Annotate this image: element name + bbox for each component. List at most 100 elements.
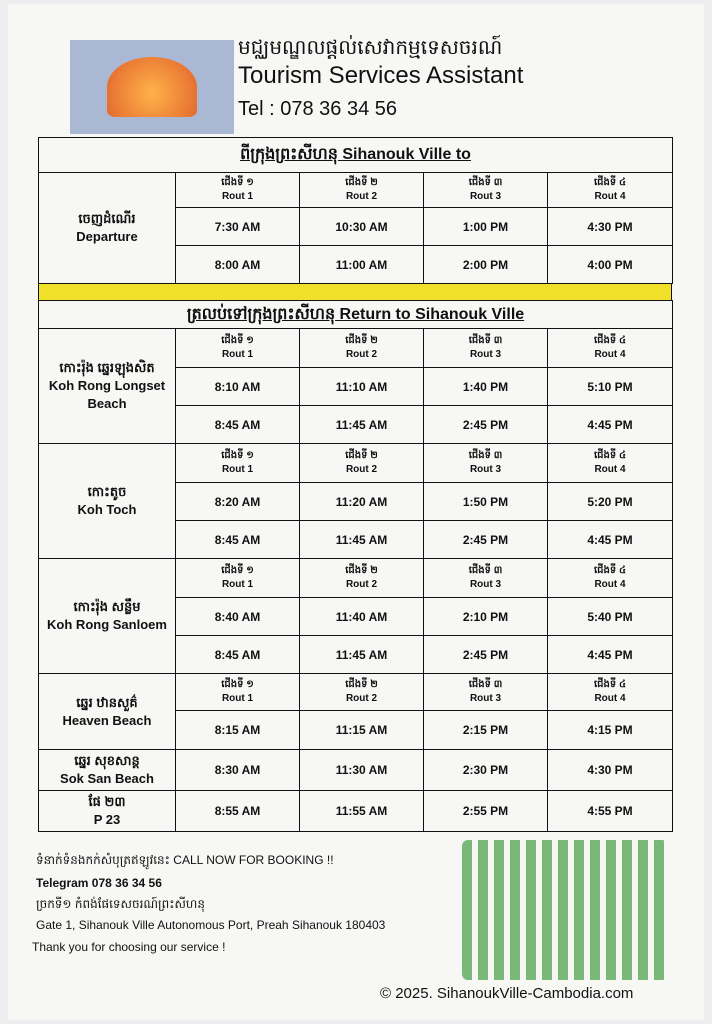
route-khmer: ជើងទី ១ bbox=[221, 177, 254, 188]
route-khmer: ជើងទី ៤ bbox=[593, 335, 627, 346]
table-row: កោះតូច Koh Toch ជើងទី ១ Rout 1 ជើងទី ២ Rout 2… bbox=[38, 443, 673, 559]
route-header: ជើងទី ៤ Rout 4 bbox=[547, 673, 673, 711]
route-label: Rout 1 bbox=[221, 464, 254, 475]
location-name-khmer: ឆ្នេរ សុខសាន្ត bbox=[74, 753, 140, 768]
route-khmer: ជើងទី ១ bbox=[221, 450, 254, 461]
table-row: ឆ្នេរ ឋានសួគ៌ Heaven Beach ជើងទី ១ Rout 1 ជើ… bbox=[38, 673, 673, 750]
route-khmer: ជើងទី ២ bbox=[345, 335, 378, 346]
time-cell: 8:45 AM bbox=[175, 635, 300, 674]
route-khmer: ជើងទី ៤ bbox=[593, 565, 627, 576]
location-name: Sok San Beach bbox=[60, 771, 154, 786]
route-label: Rout 3 bbox=[469, 191, 502, 202]
route-header: ជើងទី ១ Rout 1 bbox=[175, 558, 300, 598]
route-khmer: ជើងទី ១ bbox=[221, 335, 254, 346]
time-cell: 11:30 AM bbox=[299, 749, 424, 791]
route-khmer: ជើងទី ២ bbox=[345, 450, 378, 461]
route-label: Rout 3 bbox=[469, 464, 502, 475]
route-header: ជើងទី ៤ Rout 4 bbox=[547, 443, 673, 483]
route-header: ជើងទី ៣ Rout 3 bbox=[423, 558, 548, 598]
title-text: Sihanouk Ville to bbox=[342, 146, 471, 163]
route-khmer: ជើងទី ២ bbox=[345, 177, 378, 188]
time-cell: 5:40 PM bbox=[547, 597, 673, 636]
route-khmer: ជើងទី ៤ bbox=[593, 177, 627, 188]
location-name: Departure bbox=[76, 229, 138, 244]
route-label: Rout 4 bbox=[594, 191, 626, 202]
time-cell: 8:30 AM bbox=[175, 749, 300, 791]
location-name-khmer: កោះរ៉ុង សន្លឹម bbox=[73, 599, 141, 614]
route-label: Rout 3 bbox=[469, 693, 502, 704]
table-row: 8:20 AM 11:20 AM 1:50 PM 5:20 PM bbox=[39, 482, 673, 521]
route-header: ជើងទី ២ Rout 2 bbox=[299, 443, 424, 483]
time-cell: 2:30 PM bbox=[423, 749, 548, 791]
time-cell: 11:40 AM bbox=[299, 597, 424, 636]
route-label: Rout 1 bbox=[221, 191, 254, 202]
route-label: Rout 2 bbox=[345, 191, 378, 202]
title-text: Return to Sihanouk Ville bbox=[339, 305, 525, 323]
section-title: ត្រលប់ទៅក្រុងព្រះសីហនុ Return to Sihanou… bbox=[38, 300, 673, 329]
location-name: Koh Rong Longset Beach bbox=[48, 378, 166, 411]
time-cell: 11:45 AM bbox=[299, 405, 424, 444]
origin-label: កោះរ៉ុង ឆ្នេរឡុងសិត Koh Rong Longset Beac… bbox=[38, 328, 176, 444]
time-cell: 8:55 AM bbox=[175, 790, 300, 832]
divider-band bbox=[38, 284, 672, 300]
time-cell: 11:45 AM bbox=[299, 635, 424, 674]
time-cell: 1:40 PM bbox=[423, 367, 548, 406]
time-cell: 1:00 PM bbox=[423, 207, 548, 246]
table-row: 8:15 AM 11:15 AM 2:15 PM 4:15 PM bbox=[39, 710, 673, 750]
route-khmer: ជើងទី ៣ bbox=[468, 565, 503, 576]
call-line: ទំនាក់ទំនងកក់សំបុត្រឥឡូវនេះ CALL NOW FOR… bbox=[36, 852, 334, 870]
location-name: Koh Toch bbox=[77, 502, 137, 517]
route-label: Rout 2 bbox=[345, 349, 378, 360]
departure-label: ចេញដំណើរ Departure bbox=[38, 172, 176, 284]
time-cell: 4:45 PM bbox=[547, 520, 673, 559]
table-row: 8:10 AM 11:10 AM 1:40 PM 5:10 PM bbox=[39, 367, 673, 406]
location-name: P 23 bbox=[93, 812, 121, 827]
outbound-table: ពីក្រុងព្រះសីហនុ Sihanouk Ville to ចេញដំណ… bbox=[37, 137, 674, 284]
time-cell: 2:45 PM bbox=[423, 520, 548, 559]
time-cell: 4:00 PM bbox=[546, 245, 674, 284]
route-label: Rout 3 bbox=[469, 349, 502, 360]
route-header: ជើងទី ១ Rout 1 bbox=[175, 673, 300, 711]
location-name-khmer: ឆ្នេរ ឋានសួគ៌ bbox=[76, 694, 138, 710]
sunset-logo-icon bbox=[107, 57, 197, 117]
time-cell: 8:20 AM bbox=[175, 482, 300, 521]
time-cell: 5:10 PM bbox=[547, 367, 673, 406]
time-cell: 11:45 AM bbox=[299, 520, 424, 559]
time-cell: 11:10 AM bbox=[299, 367, 424, 406]
route-header: ជើងទី ២ Rout 2 bbox=[299, 328, 424, 368]
location-name-khmer: ចេញដំណើរ bbox=[78, 211, 136, 226]
telegram-qr-code[interactable] bbox=[462, 840, 668, 980]
title-khmer: ត្រលប់ទៅក្រុងព្រះសីហនុ bbox=[186, 305, 336, 323]
location-name-khmer: ផែ ២៣ bbox=[88, 794, 126, 809]
time-cell: 2:45 PM bbox=[423, 635, 548, 674]
time-cell: 2:55 PM bbox=[423, 790, 548, 832]
time-cell: 2:45 PM bbox=[423, 405, 548, 444]
route-header: ជើងទី ២ Rout 2 bbox=[299, 558, 424, 598]
route-label: Rout 2 bbox=[345, 693, 378, 704]
route-khmer: ជើងទី ៤ bbox=[593, 450, 627, 461]
table-row: ឆ្នេរ សុខសាន្ត Sok San Beach 8:30 AM 11:30 … bbox=[38, 749, 673, 791]
location-name-khmer: កោះតូច bbox=[87, 484, 127, 499]
route-header: ជើងទី ៣ Rout 3 bbox=[423, 172, 548, 208]
time-cell: 11:00 AM bbox=[299, 245, 424, 284]
company-logo bbox=[70, 40, 234, 134]
time-cell: 1:50 PM bbox=[423, 482, 548, 521]
table-row: ត្រលប់ទៅក្រុងព្រះសីហនុ Return to Sihanou… bbox=[38, 300, 673, 329]
time-cell: 7:30 AM bbox=[175, 207, 300, 246]
route-header: ជើងទី ៤ Rout 4 bbox=[546, 172, 674, 208]
route-header: ជើងទី ១ Rout 1 bbox=[175, 172, 300, 208]
khmer-company-name: មជ្ឈមណ្ឌលផ្តល់សេវាកម្មទេសចរណ៍ bbox=[238, 37, 503, 59]
telegram: Telegram 078 36 34 56 bbox=[36, 876, 162, 890]
table-row: 8:45 AM 11:45 AM 2:45 PM 4:45 PM bbox=[39, 520, 673, 559]
time-cell: 11:15 AM bbox=[299, 710, 424, 750]
location-name: Heaven Beach bbox=[62, 712, 152, 728]
time-cell: 11:55 AM bbox=[299, 790, 424, 832]
call-khmer: ទំនាក់ទំនងកក់សំបុត្រឥឡូវនេះ bbox=[36, 853, 170, 867]
origin-label: ផែ ២៣ P 23 bbox=[38, 790, 176, 832]
route-header: ជើងទី ១ Rout 1 bbox=[175, 443, 300, 483]
time-cell: 2:10 PM bbox=[423, 597, 548, 636]
route-label: Rout 4 bbox=[594, 579, 626, 590]
time-cell: 5:20 PM bbox=[547, 482, 673, 521]
location-name-khmer: កោះរ៉ុង ឆ្នេរឡុងសិត bbox=[59, 360, 155, 375]
route-khmer: ជើងទី ១ bbox=[221, 679, 254, 690]
